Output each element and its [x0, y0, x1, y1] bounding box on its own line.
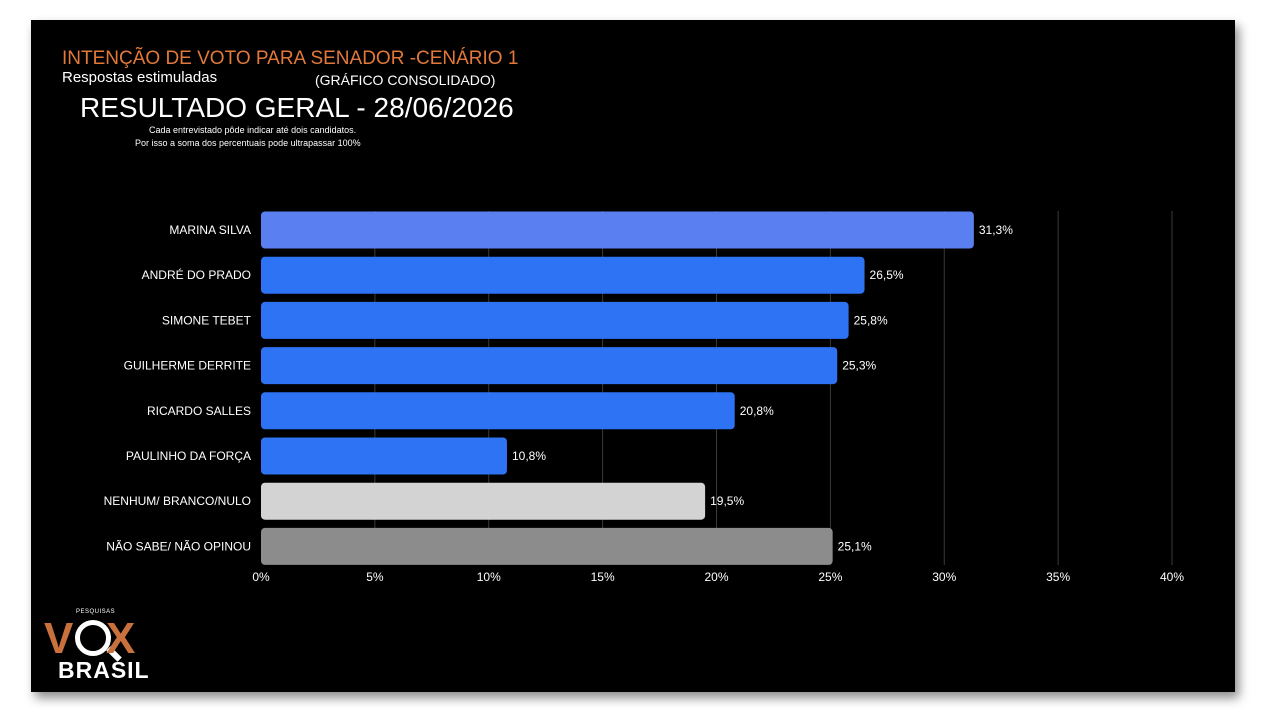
x-tick-label: 35%	[1046, 570, 1070, 584]
bar	[261, 256, 865, 294]
chart-subtitle: Respostas estimuladas	[62, 69, 218, 86]
magnifier-icon	[75, 620, 111, 656]
logo-letter-x: X	[106, 614, 136, 663]
x-tick-label: 10%	[477, 570, 501, 584]
bar	[261, 301, 849, 339]
bar	[261, 527, 833, 565]
value-label: 10,8%	[512, 449, 546, 463]
x-tick-label: 5%	[366, 570, 384, 584]
logo-small-text: PESQUISAS	[76, 609, 116, 615]
consolidated-label: (GRÁFICO CONSOLIDADO)	[315, 72, 496, 88]
category-label: NENHUM/ BRANCO/NULO	[104, 494, 251, 508]
chart-title: INTENÇÃO DE VOTO PARA SENADOR -CENÁRIO 1	[62, 48, 519, 69]
x-tick-label: 25%	[818, 570, 842, 584]
vox-brasil-logo: PESQUISAS V X BRASIL	[44, 609, 154, 689]
x-tick-label: 40%	[1160, 570, 1184, 584]
category-label: PAULINHO DA FORÇA	[126, 449, 251, 463]
bar	[261, 347, 838, 385]
value-label: 26,5%	[870, 268, 904, 282]
x-tick-label: 30%	[932, 570, 956, 584]
bar	[261, 437, 507, 475]
x-tick-label: 20%	[704, 570, 728, 584]
category-label: NÃO SABE/ NÃO OPINOU	[106, 539, 251, 553]
category-label: GUILHERME DERRITE	[124, 359, 251, 373]
bar	[261, 482, 706, 520]
value-label: 20,8%	[740, 404, 774, 418]
value-label: 25,3%	[842, 359, 876, 373]
value-label: 25,1%	[838, 539, 872, 553]
category-label: SIMONE TEBET	[162, 313, 252, 327]
x-tick-label: 0%	[252, 570, 270, 584]
category-label: MARINA SILVA	[169, 223, 251, 237]
x-tick-label: 15%	[591, 570, 615, 584]
value-label: 19,5%	[710, 494, 744, 508]
note-line-1: Cada entrevistado pôde indicar até dois …	[149, 125, 357, 135]
note-line-2: Por isso a soma dos percentuais pode ult…	[135, 138, 361, 148]
bar	[261, 211, 974, 249]
value-label: 31,3%	[979, 223, 1013, 237]
result-title: RESULTADO GERAL - 28/06/2026	[80, 92, 514, 123]
category-label: RICARDO SALLES	[147, 404, 251, 418]
bar	[261, 392, 735, 430]
logo-letter-v: V	[44, 614, 74, 663]
category-label: ANDRÉ DO PRADO	[142, 267, 251, 282]
chart-slide: INTENÇÃO DE VOTO PARA SENADOR -CENÁRIO 1…	[31, 20, 1235, 692]
bar-chart: MARINA SILVA 31,3% ANDRÉ DO PRADO 26,5% SIMO…	[104, 211, 1184, 584]
value-label: 25,8%	[854, 313, 888, 327]
logo-brasil-text: BRASIL	[58, 657, 150, 683]
